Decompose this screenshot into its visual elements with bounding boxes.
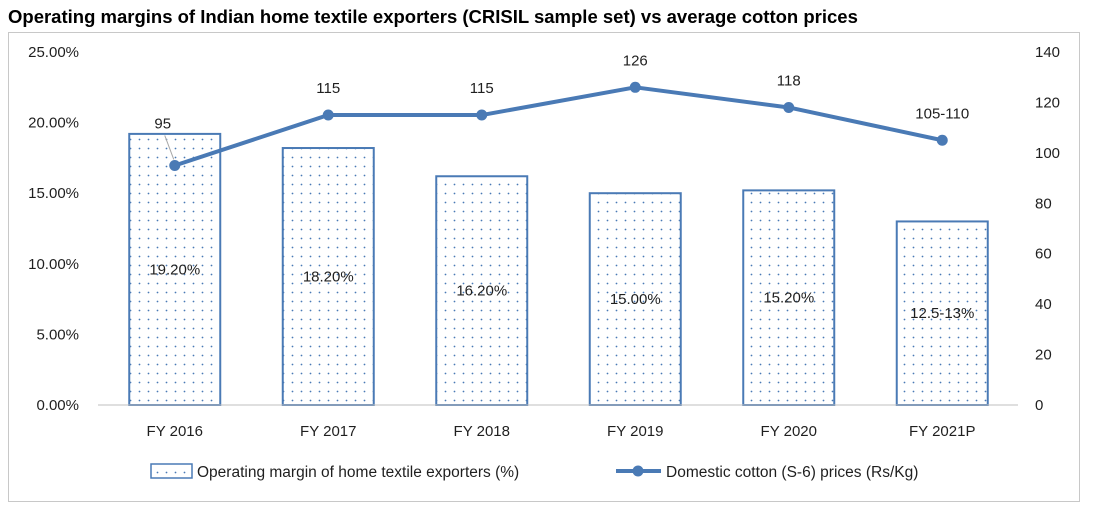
leader-line xyxy=(164,135,175,160)
chart-title: Operating margins of Indian home textile… xyxy=(8,6,858,27)
legend-swatch-bars xyxy=(150,463,193,479)
right-axis: 0 20 40 60 80 100 120 140 xyxy=(1035,44,1060,414)
line-point xyxy=(476,109,488,121)
bar xyxy=(435,175,529,406)
y-left-tick-label: 0.00% xyxy=(36,397,79,414)
y-right-tick-label: 40 xyxy=(1035,296,1052,313)
x-tick-label: FY 2017 xyxy=(300,423,356,440)
chart-frame xyxy=(8,32,1080,502)
x-tick-label: FY 2018 xyxy=(454,423,510,440)
legend-label-bars: Operating margin of home textile exporte… xyxy=(197,464,519,481)
legend-swatch-marker xyxy=(632,465,644,477)
line-data-label: 115 xyxy=(316,80,340,97)
bar-series: 19.20% 18.20% 16.20% 15.00% 15.20% 12.5-13% xyxy=(128,132,989,407)
bar-data-label: 18.20% xyxy=(303,269,354,286)
y-right-tick-label: 100 xyxy=(1035,145,1060,162)
x-axis: FY 2016 FY 2017 FY 2018 FY 2019 FY 2020 FY 20… xyxy=(147,423,976,440)
left-axis: 0.00% 5.00% 10.00% 15.00% 20.00% 25.00% xyxy=(28,44,79,414)
y-left-tick-label: 10.00% xyxy=(28,256,79,273)
line-data-label: 118 xyxy=(777,72,801,89)
line-series: 95 115 115 126 118 105-110 xyxy=(154,52,969,171)
x-tick-label: FY 2019 xyxy=(607,423,663,440)
x-tick-label: FY 2016 xyxy=(147,423,203,440)
x-tick-label: FY 2021P xyxy=(909,423,975,440)
line-data-label: 95 xyxy=(154,115,171,132)
bar-data-label: 12.5-13% xyxy=(910,305,974,322)
y-right-tick-label: 0 xyxy=(1035,397,1043,414)
y-left-tick-label: 15.00% xyxy=(28,185,79,202)
legend: Operating margin of home textile exporte… xyxy=(150,463,918,481)
y-right-tick-label: 60 xyxy=(1035,246,1052,263)
bar-data-label: 15.00% xyxy=(610,291,661,308)
legend-label-line: Domestic cotton (S-6) prices (Rs/Kg) xyxy=(666,464,918,481)
y-right-tick-label: 20 xyxy=(1035,347,1052,364)
x-tick-label: FY 2020 xyxy=(761,423,817,440)
bar-data-label: 19.20% xyxy=(149,261,200,278)
line-point xyxy=(783,101,795,113)
line-point xyxy=(629,81,641,93)
y-left-tick-label: 5.00% xyxy=(36,326,79,343)
y-right-tick-label: 140 xyxy=(1035,44,1060,61)
line-data-label: 115 xyxy=(470,80,494,97)
bar-data-label: 15.20% xyxy=(763,290,814,307)
line-point xyxy=(169,159,181,171)
bar-data-label: 16.20% xyxy=(456,283,507,300)
bar xyxy=(281,147,375,407)
bar xyxy=(128,132,222,406)
y-left-tick-label: 25.00% xyxy=(28,44,79,61)
line-point xyxy=(936,134,948,146)
line-data-label: 126 xyxy=(623,52,648,69)
line-path xyxy=(174,85,943,168)
y-left-tick-label: 20.00% xyxy=(28,115,79,132)
line-point xyxy=(322,109,334,121)
line-data-label: 105-110 xyxy=(915,105,969,122)
y-right-tick-label: 120 xyxy=(1035,94,1060,111)
y-right-tick-label: 80 xyxy=(1035,195,1052,212)
